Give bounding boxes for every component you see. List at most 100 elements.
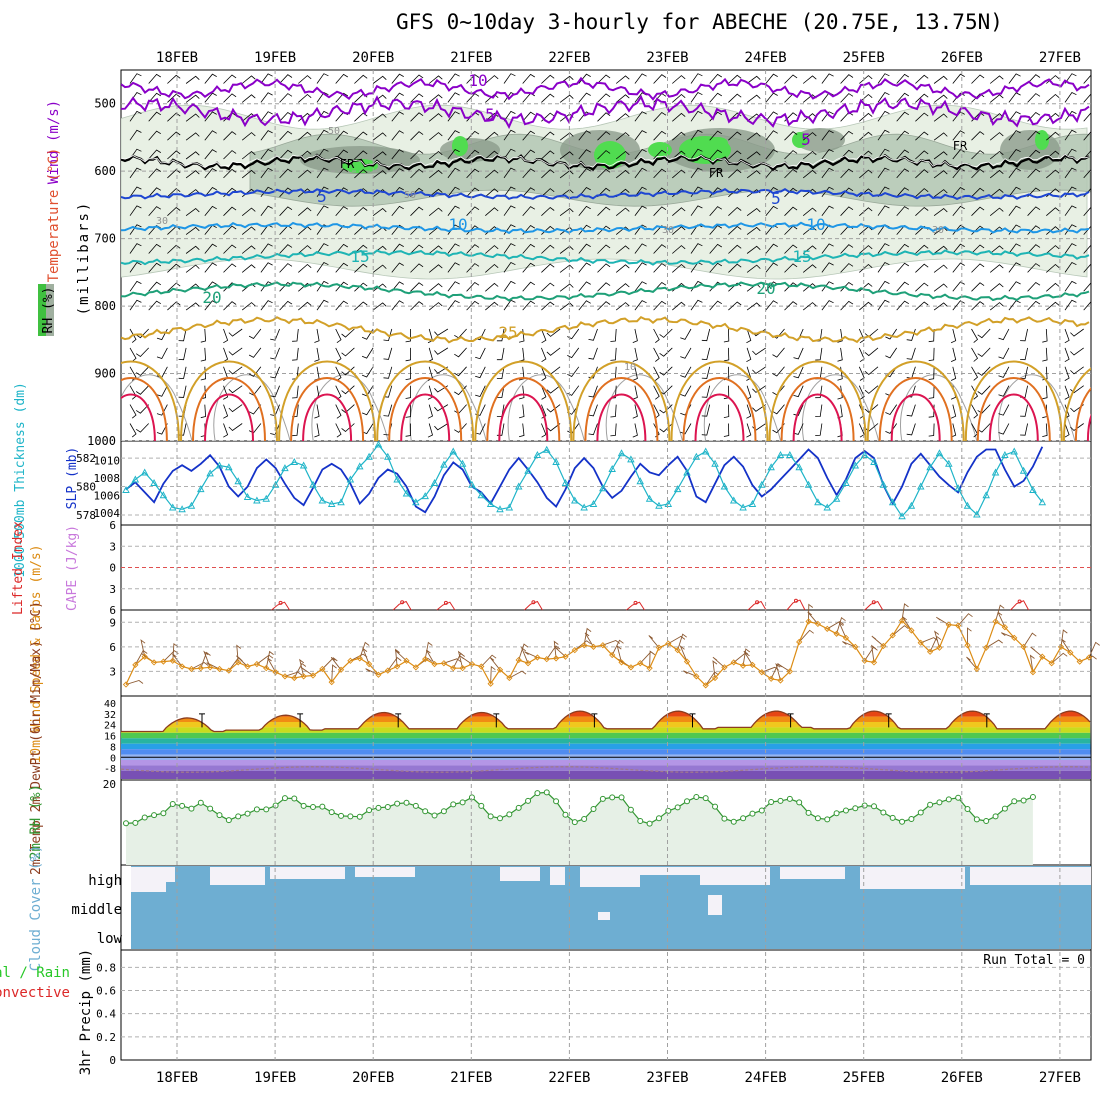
wind10m-point (207, 664, 214, 671)
wind-barb (653, 149, 667, 160)
wind10m-point (590, 643, 597, 650)
wind10m-point (375, 671, 382, 678)
lifted-index-peak (786, 599, 806, 611)
wind10m-barb (892, 625, 909, 636)
precip-panel (120, 949, 1092, 1061)
wind-barb (372, 75, 387, 84)
wind-barb (840, 74, 854, 84)
precip-convective-legend: Convective (0, 985, 70, 1001)
wind10m-point (796, 638, 803, 646)
wind-barb (971, 244, 985, 254)
wind-barb (765, 186, 778, 198)
wind-barb (998, 347, 1010, 359)
wind-barb (185, 302, 200, 311)
slp-point (449, 447, 458, 455)
temp-contour-hot (121, 377, 168, 441)
wind-barb (1042, 423, 1048, 437)
temperature-minmax-bar (395, 713, 402, 728)
wind-barb (1020, 404, 1028, 417)
wind10m-point (721, 664, 728, 671)
wind-barb (877, 261, 890, 273)
wind-barb (383, 328, 393, 342)
wind-barb (485, 188, 499, 198)
rh2m-point (403, 799, 410, 806)
wind-barb (840, 149, 854, 160)
temperature-band (121, 770, 1091, 779)
wind10m-barb (712, 656, 725, 668)
rh2m-point (366, 807, 373, 814)
rh2m-point (637, 817, 644, 824)
wind-barb (316, 299, 329, 311)
rh2m-point (599, 795, 606, 802)
wind10m-barb (267, 657, 276, 673)
wind-barb (241, 226, 256, 235)
cloud-clear-high (700, 867, 770, 885)
wind-barb (933, 75, 948, 84)
rh2m-point (749, 810, 756, 817)
temp-contour-hot (498, 393, 549, 441)
wind-barb (522, 300, 536, 311)
wind-barb (672, 226, 686, 235)
wind-barb (915, 263, 929, 273)
wind-barb (709, 73, 723, 84)
rh2m-plot (123, 789, 1036, 865)
wind-barb (885, 423, 898, 434)
wind-barb (896, 300, 910, 311)
wind-barb (1046, 93, 1060, 103)
wind-barb (335, 243, 349, 254)
wind-barb (485, 169, 499, 179)
wind10m-barb (1029, 654, 1035, 673)
date-label-top: 27FEB (1039, 50, 1081, 66)
rh-contour-label: 10 (624, 362, 636, 373)
slp-point (926, 463, 934, 471)
temp-contour-hot (866, 360, 965, 441)
wind-barb (989, 75, 1004, 84)
wind-barb (178, 328, 187, 342)
rh2m-point (842, 807, 849, 814)
wind-barb (228, 328, 243, 337)
precip-tick-label: 0.6 (96, 985, 116, 998)
wind-barb (559, 207, 574, 217)
wind-barb (292, 347, 299, 361)
precip-plot (121, 966, 1091, 1038)
wind-barb (952, 281, 965, 292)
temp-contour-label: 15 (792, 247, 811, 266)
cloud-cover-plot (131, 866, 1091, 949)
wind-barb (728, 93, 742, 103)
wind-barb (896, 243, 910, 254)
wind-barb (391, 281, 404, 292)
wind10m-point (365, 660, 373, 668)
wind-barb (167, 188, 181, 198)
wind10m-point (319, 665, 326, 673)
wind-barb (410, 263, 424, 273)
wind-barb (167, 169, 181, 179)
wind10m-point (534, 654, 541, 661)
wind10m-barb (929, 636, 942, 652)
wind-barb (496, 328, 505, 342)
wind10m-barb (191, 661, 209, 670)
wind-barb (405, 385, 411, 399)
wind-barb (578, 243, 591, 254)
wind-barb (129, 261, 142, 273)
wind10m-barb (206, 662, 220, 670)
wind10m-barb (807, 611, 819, 625)
wind-barb (784, 187, 798, 198)
wind10m-point (263, 665, 270, 672)
wind-barb (241, 132, 256, 141)
wind-barb (260, 111, 273, 122)
slp-point (814, 498, 822, 506)
wind-barb (475, 366, 486, 379)
lifted-index-point (531, 600, 536, 605)
wind-barb (952, 168, 965, 179)
wind-barb (597, 112, 611, 122)
rh2m-point (338, 812, 345, 819)
lifted-index-peak (747, 600, 767, 611)
rh2m-point (300, 802, 307, 809)
wind-barb (405, 347, 411, 362)
temp-contour-hot (204, 393, 254, 441)
temp-contour-hot (682, 377, 757, 441)
wind-barb (578, 205, 591, 216)
slp-point (645, 494, 654, 502)
wind10m-point (1076, 658, 1083, 665)
slp-point (945, 459, 953, 467)
